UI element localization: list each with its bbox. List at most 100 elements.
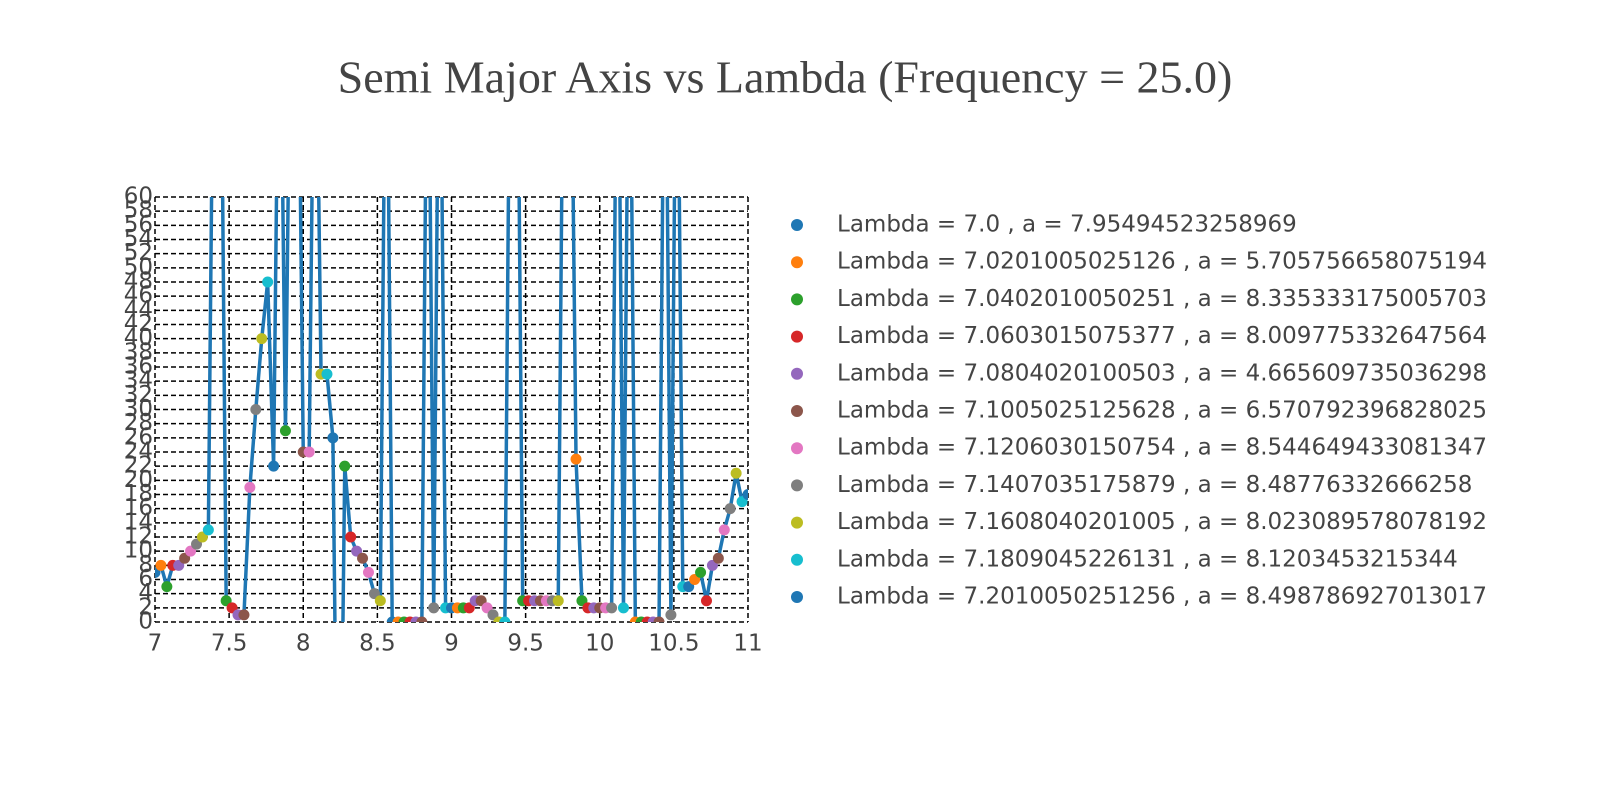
y-tick-label: 24 [124,439,153,465]
legend-label: Lambda = 7.1809045226131 , a = 8.1203453… [837,546,1458,572]
data-point [357,552,369,564]
data-point [416,616,428,622]
y-tick-label: 44 [124,297,153,323]
y-tick-label: 32 [124,382,153,408]
legend-marker [791,367,803,380]
legend-label: Lambda = 7.1407035175879 , a = 8.4877633… [837,472,1472,498]
legend-marker [791,293,803,306]
data-point [303,446,315,458]
data-point [345,531,357,543]
data-point [244,481,256,493]
legend-marker [791,219,803,231]
data-point [665,609,677,621]
y-tick-label: 16 [124,495,153,521]
legend-label: Lambda = 7.2010050251256 , a = 8.4987869… [837,584,1487,610]
y-tick-label: 42 [124,311,153,337]
y-tick-label: 2 [138,594,153,620]
data-point [742,489,748,500]
x-tick-label: 8 [296,631,311,657]
x-tick-label: 8.5 [359,631,396,657]
data-point [724,503,736,515]
x-tick-label: 9.5 [507,631,544,657]
legend-marker [791,256,803,269]
data-point [268,460,280,472]
legend-label: Lambda = 7.1206030150754 , a = 8.5446494… [837,435,1487,461]
data-point [700,595,712,607]
y-tick-label: 22 [124,453,153,479]
y-tick-label: 18 [124,481,153,507]
data-point [712,552,724,564]
data-point [552,595,564,607]
y-tick-label: 10 [124,538,153,564]
data-point [718,524,730,536]
legend-label: Lambda = 7.0 , a = 7.95494523258969 [837,212,1297,238]
legend-label: Lambda = 7.1608040201005 , a = 8.0230895… [837,509,1487,535]
y-tick-label: 0 [138,609,153,635]
legend: Lambda = 7.0 , a = 7.95494523258969 Lambd… [791,212,1487,610]
data-point [327,432,339,444]
legend-marker [791,330,803,343]
data-point [730,467,742,479]
data-point [428,602,440,614]
y-tick-label: 58 [124,198,153,224]
y-tick-label: 8 [138,552,153,578]
x-tick-label: 10 [585,631,614,657]
y-tick-label: 4 [138,580,153,606]
y-tick-label: 38 [124,339,153,365]
y-tick-label: 54 [124,226,153,252]
y-tick-label: 48 [124,269,153,295]
y-tick-label: 50 [124,254,153,280]
y-tick-label: 28 [124,410,153,436]
y-tick-label: 12 [124,524,153,550]
axes: 0246810121416182022242628303234363840424… [124,184,763,657]
data-point [499,616,511,622]
data-point [339,460,351,472]
data-point [256,333,268,345]
legend-label: Lambda = 7.0603015075377 , a = 8.0097753… [837,323,1487,349]
plot-area [155,197,748,622]
data-point [202,524,214,536]
y-tick-label: 56 [124,212,153,238]
y-tick-label: 26 [124,424,153,450]
data-point [362,566,374,578]
y-tick-label: 46 [124,283,153,309]
data-point [321,368,333,380]
data-point [606,602,618,614]
chart-title: Semi Major Axis vs Lambda (Frequency = 2… [338,52,1233,103]
x-tick-label: 9 [444,631,459,657]
legend-marker [791,405,803,417]
legend-label: Lambda = 7.0402010050251 , a = 8.3353331… [837,286,1487,312]
y-tick-label: 6 [138,566,153,592]
x-tick-label: 10.5 [648,631,699,657]
data-point [695,566,707,578]
x-tick-label: 11 [733,631,762,657]
y-tick-label: 20 [124,467,153,493]
data-point [161,581,173,593]
data-point [374,595,386,607]
legend-label: Lambda = 7.0804020100503 , a = 4.6656097… [837,360,1487,386]
data-point [155,559,167,571]
x-tick-label: 7 [148,631,163,657]
data-point [262,276,274,288]
data-point [653,616,665,622]
legend-marker [791,442,803,455]
y-tick-label: 36 [124,354,153,380]
y-tick-label: 30 [124,396,153,422]
legend-marker [791,591,803,603]
x-tick-label: 7.5 [211,631,248,657]
y-tick-label: 60 [124,184,153,210]
legend-marker [791,479,803,492]
legend-label: Lambda = 7.1005025125628 , a = 6.5707923… [837,398,1487,424]
data-point [617,602,629,614]
y-tick-label: 14 [124,509,153,535]
legend-marker [791,553,803,566]
legend-label: Lambda = 7.0201005025126 , a = 5.7057566… [837,249,1487,275]
y-tick-label: 40 [124,325,153,351]
data-point [250,404,262,415]
y-tick-label: 34 [124,368,153,394]
data-point [279,425,291,437]
y-tick-label: 52 [124,240,153,266]
legend-marker [791,516,803,529]
data-point [570,453,582,465]
